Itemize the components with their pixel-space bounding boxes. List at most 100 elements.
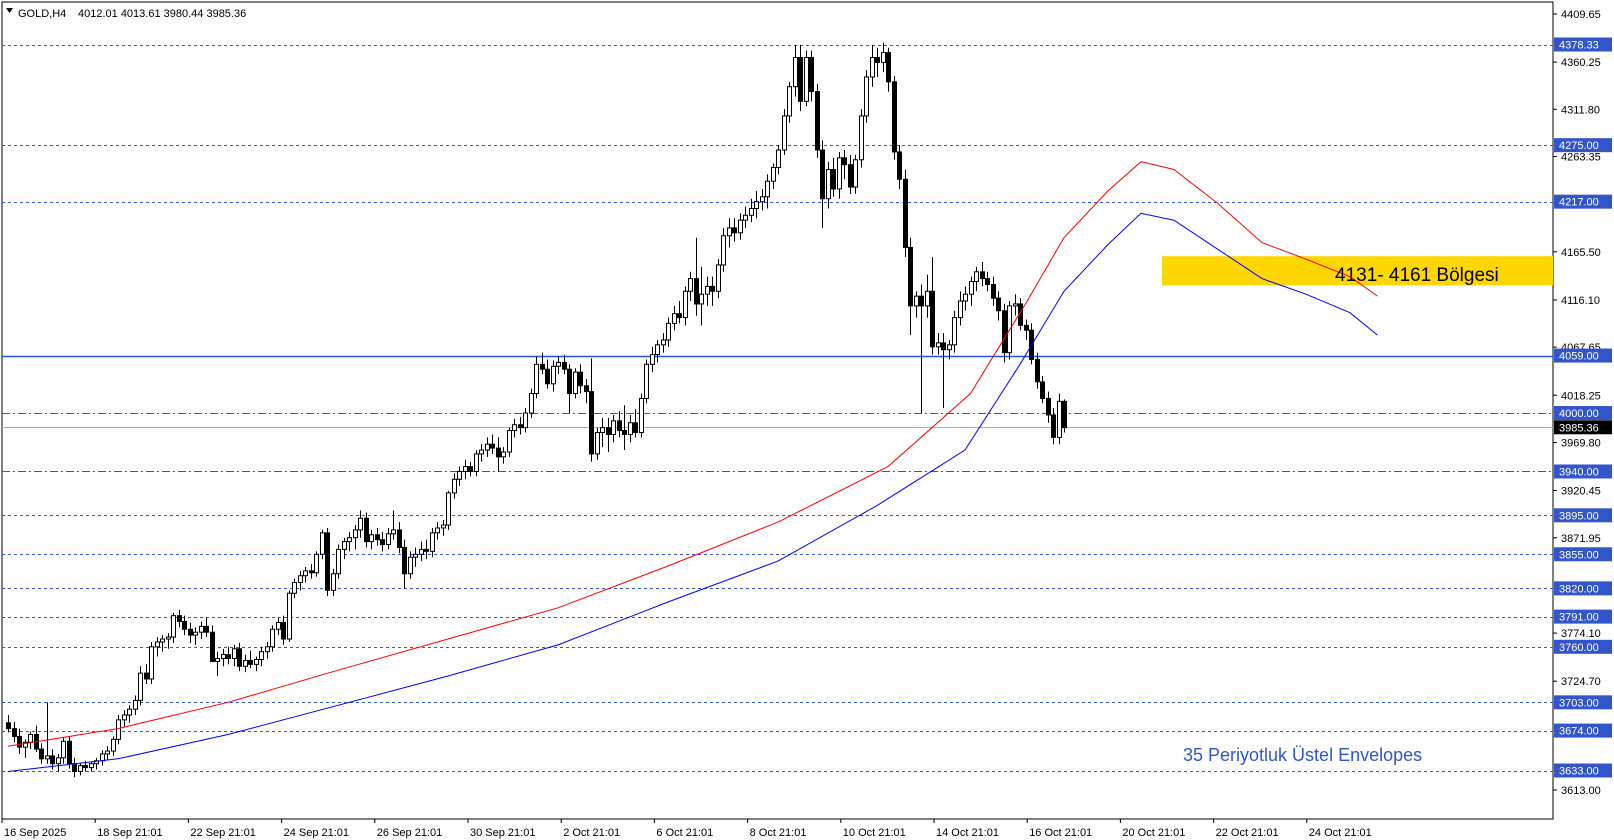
y-tick-label: 3920.45: [1561, 486, 1601, 498]
candle-body: [958, 300, 963, 319]
envelope-upper-line: [7, 161, 1378, 747]
candle-body: [991, 283, 996, 299]
x-tick-label: 24 Sep 21:01: [284, 827, 349, 839]
level-label-bg: [1554, 464, 1612, 479]
candle-body: [496, 447, 501, 458]
candle-body: [903, 178, 908, 248]
candle-body: [518, 424, 523, 429]
candle-body: [435, 527, 440, 534]
candle-body: [243, 659, 248, 667]
x-tick-label: 6 Oct 21:01: [656, 827, 713, 839]
zone-rect: [1162, 256, 1553, 286]
candle-body: [738, 219, 743, 234]
symbol-dropdown-icon[interactable]: [6, 8, 13, 13]
candle-body: [369, 534, 374, 543]
candle-body: [650, 354, 655, 365]
candle-body: [380, 539, 385, 546]
candle-body: [595, 432, 600, 455]
price-axis: 4409.65 4360.25 4311.80 4263.35 4165.50 4116.…: [1553, 9, 1601, 797]
level-label-bg: [1554, 37, 1612, 52]
candle-body: [556, 361, 561, 367]
level-label-bg: [1554, 609, 1612, 624]
candle-body: [710, 285, 715, 292]
candle-body: [974, 271, 979, 283]
candle-body: [265, 646, 270, 653]
level-label-bg: [1554, 508, 1612, 523]
candle-body: [292, 582, 297, 594]
level-label: 3674.00: [1559, 726, 1599, 738]
candle-body: [149, 646, 154, 680]
level-label-bg: [1554, 763, 1612, 778]
level-label: 4275.00: [1559, 140, 1599, 152]
candle-body: [353, 529, 358, 539]
candle-body: [78, 765, 83, 772]
candle-body: [501, 451, 506, 458]
candle-body: [226, 654, 231, 659]
candle-body: [1002, 310, 1007, 354]
candle-body: [1051, 414, 1056, 438]
y-tick-label: 4311.80: [1561, 104, 1600, 116]
candle-body: [947, 344, 952, 351]
candle-body: [155, 641, 160, 648]
y-tick-label: 3969.80: [1561, 437, 1601, 449]
level-label-bg: [1554, 406, 1612, 421]
y-tick-label: 4263.35: [1561, 152, 1601, 164]
candle-body: [732, 227, 737, 234]
candle-body: [446, 492, 451, 526]
candle-body: [842, 157, 847, 166]
level-label-bg: [1554, 138, 1612, 153]
candle-body: [776, 149, 781, 169]
candle-body: [56, 757, 61, 765]
candle-body: [331, 573, 336, 591]
level-label: 4059.00: [1559, 351, 1599, 363]
level-label-bg: [1554, 581, 1612, 596]
level-label-bg: [1554, 547, 1612, 562]
candle-body: [512, 424, 517, 432]
indicator-label: 35 Periyotluk Üstel Envelopes: [1183, 745, 1422, 765]
candle-body: [1024, 324, 1029, 331]
candle-body: [930, 290, 935, 348]
candle-body: [177, 615, 182, 622]
candle-body: [578, 371, 583, 387]
symbol-label: GOLD,H4: [18, 8, 66, 20]
candle-body: [798, 56, 803, 102]
candle-body: [573, 371, 578, 395]
candle-body: [886, 52, 891, 83]
candle-body: [105, 750, 110, 755]
level-label: 3895.00: [1559, 510, 1599, 522]
candle-body: [985, 278, 990, 285]
candle-body: [122, 714, 127, 721]
candle-body: [694, 278, 699, 305]
level-label: 3820.00: [1559, 583, 1599, 595]
x-tick-label: 16 Oct 21:01: [1029, 827, 1092, 839]
candle-body: [100, 753, 105, 762]
candle-body: [320, 532, 325, 555]
y-tick-label: 4409.65: [1561, 9, 1601, 21]
candle-body: [936, 342, 941, 348]
candle-body: [584, 385, 589, 393]
candle-body: [820, 149, 825, 200]
candle-body: [617, 420, 622, 432]
candle-body: [881, 52, 886, 63]
candle-body: [364, 517, 369, 543]
candle-body: [303, 570, 308, 577]
level-label: 3791.00: [1559, 612, 1599, 624]
candle-body: [771, 167, 776, 182]
x-tick-label: 26 Sep 21:01: [377, 827, 442, 839]
candle-body: [870, 56, 875, 78]
candle-body: [50, 755, 55, 765]
time-axis: 16 Sep 2025 18 Sep 21:01 22 Sep 21:01 24 Se…: [1, 819, 1372, 839]
candle-body: [551, 365, 556, 385]
candle-body: [358, 517, 363, 531]
candle-body: [386, 533, 391, 546]
candle-body: [171, 615, 176, 638]
x-tick-label: 14 Oct 21:01: [936, 827, 999, 839]
candle-body: [336, 548, 341, 575]
candle-body: [474, 453, 479, 472]
candle-body: [276, 621, 281, 630]
candle-body: [375, 534, 380, 541]
candle-body: [688, 278, 693, 292]
candle-body: [831, 169, 836, 190]
x-tick-label: 16 Sep 2025: [4, 827, 66, 839]
